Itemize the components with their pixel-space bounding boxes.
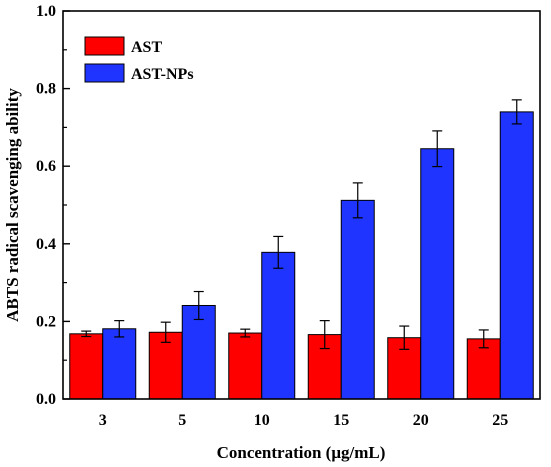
y-tick-label: 0.0 — [36, 391, 56, 408]
x-axis-label: Concentration (μg/mL) — [217, 443, 386, 462]
legend-item-ast: AST — [84, 36, 162, 56]
bar-ast-nps — [340, 199, 375, 400]
legend-label-ast-nps: AST-NPs — [131, 66, 194, 83]
y-axis-ticks: 0.0 0.2 0.4 0.6 0.8 1.0 — [36, 3, 70, 408]
plot-frame — [62, 10, 541, 400]
y-tick-label: 0.4 — [36, 236, 56, 253]
error-bar-ast — [240, 328, 251, 338]
bar-ast — [228, 332, 263, 400]
bar-ast-nps — [420, 148, 455, 400]
error-bar-ast-nps — [193, 290, 204, 321]
bar-ast — [466, 338, 501, 400]
x-tick-label: 20 — [413, 412, 429, 429]
x-tick-label: 5 — [178, 412, 186, 429]
legend: AST AST-NPs — [84, 36, 194, 83]
error-bar-ast — [160, 321, 171, 343]
legend-label-ast: AST — [131, 39, 162, 56]
error-bar-ast — [319, 320, 330, 350]
bar-ast-nps — [181, 304, 216, 400]
y-tick-label: 0.6 — [36, 158, 56, 175]
x-tick-label: 10 — [254, 412, 270, 429]
x-tick-label: 25 — [492, 412, 508, 429]
error-bar-ast-nps — [432, 130, 443, 168]
error-bar-ast — [478, 329, 489, 349]
y-tick-label: 0.8 — [36, 81, 56, 98]
error-bar-ast — [399, 325, 410, 350]
error-bar-ast-nps — [352, 182, 363, 219]
bar-ast — [69, 333, 104, 400]
error-bar-ast-nps — [273, 235, 284, 269]
y-axis-label: ABTS radical scavenging ability — [3, 88, 22, 322]
bars-group — [69, 99, 534, 400]
legend-swatch-ast-nps — [84, 63, 125, 83]
error-bar-ast — [81, 330, 92, 338]
legend-swatch-ast — [84, 36, 125, 56]
error-bar-ast-nps — [114, 320, 125, 338]
bar-ast — [148, 331, 183, 400]
bar-ast-nps — [499, 111, 534, 400]
error-bar-ast-nps — [511, 99, 522, 125]
bar-ast-nps — [261, 251, 296, 400]
x-tick-label: 15 — [333, 412, 349, 429]
x-tick-label: 3 — [99, 412, 107, 429]
legend-item-ast-nps: AST-NPs — [84, 63, 194, 83]
y-tick-label: 1.0 — [36, 3, 56, 20]
y-tick-label: 0.2 — [36, 313, 56, 330]
bar-ast-nps — [102, 328, 137, 400]
